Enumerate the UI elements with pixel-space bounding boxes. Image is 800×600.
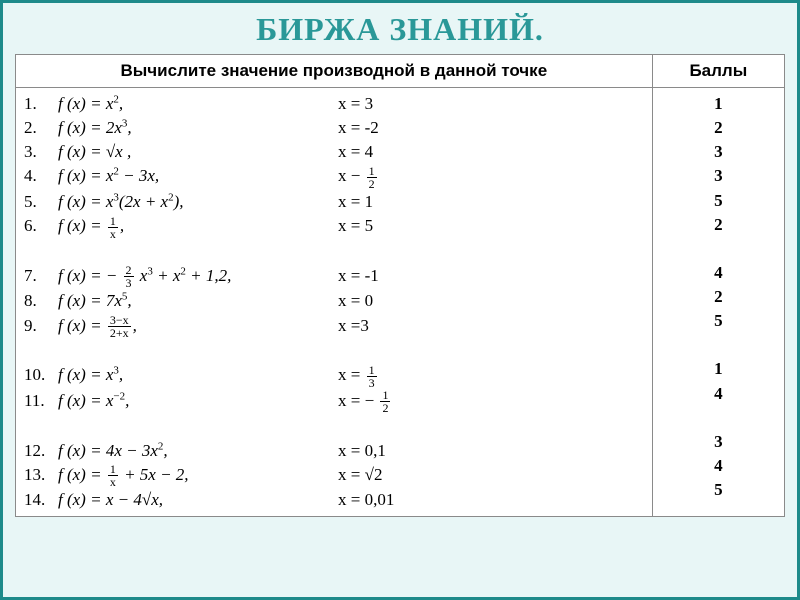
problem-number: 1.	[24, 92, 58, 116]
points-value: 2	[661, 285, 776, 309]
points-value: 5	[661, 478, 776, 502]
points-value: 1	[661, 357, 776, 381]
slide-title: БИРЖА ЗНАНИЙ.	[15, 11, 785, 48]
points-cell: 123352 425 14 345	[652, 88, 784, 517]
points-value: 3	[661, 140, 776, 164]
problem-point: x = 0,1	[338, 439, 386, 463]
problem-number: 7.	[24, 264, 58, 288]
problem-function: f (x) = √x ,	[58, 140, 338, 164]
points-value: 5	[661, 189, 776, 213]
slide-inner: БИРЖА ЗНАНИЙ. Вычислите значение произво…	[15, 9, 785, 591]
problem-function: f (x) = 7x5,	[58, 289, 338, 313]
problem-point: x =3	[338, 314, 369, 338]
problem-number: 14.	[24, 488, 58, 512]
problem-number: 8.	[24, 289, 58, 313]
problem-row: 12.f (x) = 4x − 3x2,x = 0,1	[24, 439, 644, 463]
table-body-row: 1.f (x) = x2,x = 32.f (x) = 2x3,x = -23.…	[16, 88, 785, 517]
problem-row: 2.f (x) = 2x3,x = -2	[24, 116, 644, 140]
problem-function: f (x) = 3−x2+x,	[58, 314, 338, 340]
problem-row: 11.f (x) = x−2,x = − 12	[24, 389, 644, 415]
problem-point: x = 4	[338, 140, 373, 164]
problem-number: 9.	[24, 314, 58, 338]
problem-point: x = 0	[338, 289, 373, 313]
problem-number: 3.	[24, 140, 58, 164]
problem-point: x = 0,01	[338, 488, 394, 512]
problem-number: 6.	[24, 214, 58, 238]
problem-row: 3.f (x) = √x ,x = 4	[24, 140, 644, 164]
problem-function: f (x) = 2x3,	[58, 116, 338, 140]
problem-function: f (x) = x2 − 3x,	[58, 164, 338, 188]
points-value: 1	[661, 92, 776, 116]
problem-number: 13.	[24, 463, 58, 487]
points-value	[661, 237, 776, 261]
problem-number: 12.	[24, 439, 58, 463]
points-value: 4	[661, 454, 776, 478]
problem-function: f (x) = x3,	[58, 363, 338, 387]
problem-point: x = 5	[338, 214, 373, 238]
problem-row: 4.f (x) = x2 − 3x,x − 12	[24, 164, 644, 190]
points-value: 5	[661, 309, 776, 333]
problem-row: 1.f (x) = x2,x = 3	[24, 92, 644, 116]
problem-point: x = 1	[338, 190, 373, 214]
problem-point: x = 3	[338, 92, 373, 116]
problem-row	[24, 414, 644, 438]
header-points: Баллы	[652, 55, 784, 88]
problem-function: f (x) = 1x + 5x − 2,	[58, 463, 338, 489]
problem-point: x = − 12	[338, 389, 392, 415]
problems-table: Вычислите значение производной в данной …	[15, 54, 785, 517]
problem-number: 5.	[24, 190, 58, 214]
points-value: 2	[661, 213, 776, 237]
problem-row: 8.f (x) = 7x5,x = 0	[24, 289, 644, 313]
problem-row	[24, 339, 644, 363]
slide: БИРЖА ЗНАНИЙ. Вычислите значение произво…	[0, 0, 800, 600]
problem-row: 7.f (x) = − 23 x3 + x2 + 1,2,x = -1	[24, 264, 644, 290]
points-value: 3	[661, 430, 776, 454]
points-value	[661, 406, 776, 430]
points-value: 4	[661, 382, 776, 406]
problem-point: x = -2	[338, 116, 379, 140]
problem-function: f (x) = x − 4√x,	[58, 488, 338, 512]
problem-number: 10.	[24, 363, 58, 387]
problem-row: 6.f (x) = 1x,x = 5	[24, 214, 644, 240]
problem-number: 4.	[24, 164, 58, 188]
problems-cell: 1.f (x) = x2,x = 32.f (x) = 2x3,x = -23.…	[16, 88, 653, 517]
problem-function: f (x) = 1x,	[58, 214, 338, 240]
problem-row: 10.f (x) = x3,x = 13	[24, 363, 644, 389]
points-value: 2	[661, 116, 776, 140]
problem-number: 2.	[24, 116, 58, 140]
problem-function: f (x) = x−2,	[58, 389, 338, 413]
problem-function: f (x) = x2,	[58, 92, 338, 116]
problem-point: x = -1	[338, 264, 379, 288]
points-value: 3	[661, 164, 776, 188]
problem-point: x = 13	[338, 363, 379, 389]
problem-point: x − 12	[338, 164, 379, 190]
problem-row: 5.f (x) = x3(2x + x2),x = 1	[24, 190, 644, 214]
problem-function: f (x) = x3(2x + x2),	[58, 190, 338, 214]
problem-row: 14.f (x) = x − 4√x,x = 0,01	[24, 488, 644, 512]
problem-row	[24, 240, 644, 264]
problem-row: 13.f (x) = 1x + 5x − 2,x = √2	[24, 463, 644, 489]
table-header-row: Вычислите значение производной в данной …	[16, 55, 785, 88]
points-value	[661, 333, 776, 357]
problem-number: 11.	[24, 389, 58, 413]
problem-function: f (x) = − 23 x3 + x2 + 1,2,	[58, 264, 338, 290]
problem-function: f (x) = 4x − 3x2,	[58, 439, 338, 463]
points-value: 4	[661, 261, 776, 285]
problem-point: x = √2	[338, 463, 382, 487]
problem-row: 9.f (x) = 3−x2+x,x =3	[24, 314, 644, 340]
header-problems: Вычислите значение производной в данной …	[16, 55, 653, 88]
